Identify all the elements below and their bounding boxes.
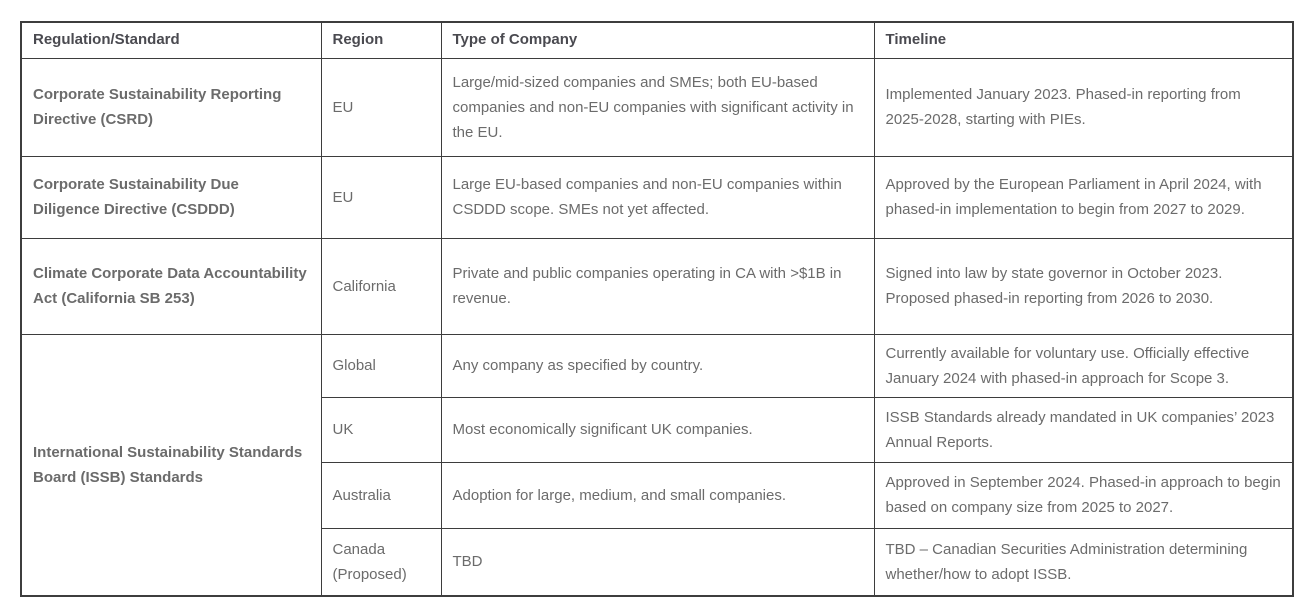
type-cell: Large/mid-sized companies and SMEs; both… [440, 57, 875, 157]
timeline-cell: Signed into law by state governor in Oct… [873, 237, 1294, 335]
col-header-region: Region [320, 21, 442, 59]
timeline-cell: Approved by the European Parliament in A… [873, 155, 1294, 239]
timeline-cell: Approved in September 2024. Phased-in ap… [873, 461, 1294, 529]
region-cell: UK [320, 396, 442, 463]
regulations-table: Regulation/Standard Region Type of Compa… [20, 21, 1294, 597]
region-cell: Global [320, 333, 442, 398]
col-header-regulation-standard: Regulation/Standard [20, 21, 322, 59]
regulation-cell: Corporate Sustainability Due Diligence D… [20, 155, 322, 239]
region-cell: Canada (Proposed) [320, 527, 442, 597]
col-header-timeline: Timeline [873, 21, 1294, 59]
region-cell: California [320, 237, 442, 335]
regulation-cell: Corporate Sustainability Reporting Direc… [20, 57, 322, 157]
header-row: Regulation/Standard Region Type of Compa… [20, 21, 1294, 59]
type-cell: Most economically significant UK compani… [440, 396, 875, 463]
type-cell: Large EU-based companies and non-EU comp… [440, 155, 875, 239]
table-row-sb253: Climate Corporate Data Accountability Ac… [20, 237, 1294, 335]
col-header-type-of-company: Type of Company [440, 21, 875, 59]
region-cell: EU [320, 57, 442, 157]
table-row-csrd: Corporate Sustainability Reporting Direc… [20, 57, 1294, 157]
region-cell: EU [320, 155, 442, 239]
regulation-cell: Climate Corporate Data Accountability Ac… [20, 237, 322, 335]
type-cell: Private and public companies operating i… [440, 237, 875, 335]
table-row-issb-canada: Canada (Proposed) TBD TBD – Canadian Sec… [21, 527, 1294, 597]
table-row-issb-uk: UK Most economically significant UK comp… [21, 396, 1294, 463]
table-row-issb-global: International Sustainability Standards B… [20, 333, 1294, 597]
region-cell: Australia [320, 461, 442, 529]
timeline-cell: TBD – Canadian Securities Administration… [873, 527, 1294, 597]
type-cell: Any company as specified by country. [440, 333, 875, 398]
timeline-cell: Currently available for voluntary use. O… [873, 333, 1294, 398]
table-row-csddd: Corporate Sustainability Due Diligence D… [20, 155, 1294, 239]
table-row-issb-australia: Australia Adoption for large, medium, an… [21, 461, 1294, 529]
timeline-cell: Implemented January 2023. Phased-in repo… [873, 57, 1294, 157]
timeline-cell: ISSB Standards already mandated in UK co… [873, 396, 1294, 463]
type-cell: TBD [440, 527, 875, 597]
type-cell: Adoption for large, medium, and small co… [440, 461, 875, 529]
regulation-cell: International Sustainability Standards B… [20, 333, 322, 597]
regulations-table-container: Regulation/Standard Region Type of Compa… [20, 21, 1294, 597]
